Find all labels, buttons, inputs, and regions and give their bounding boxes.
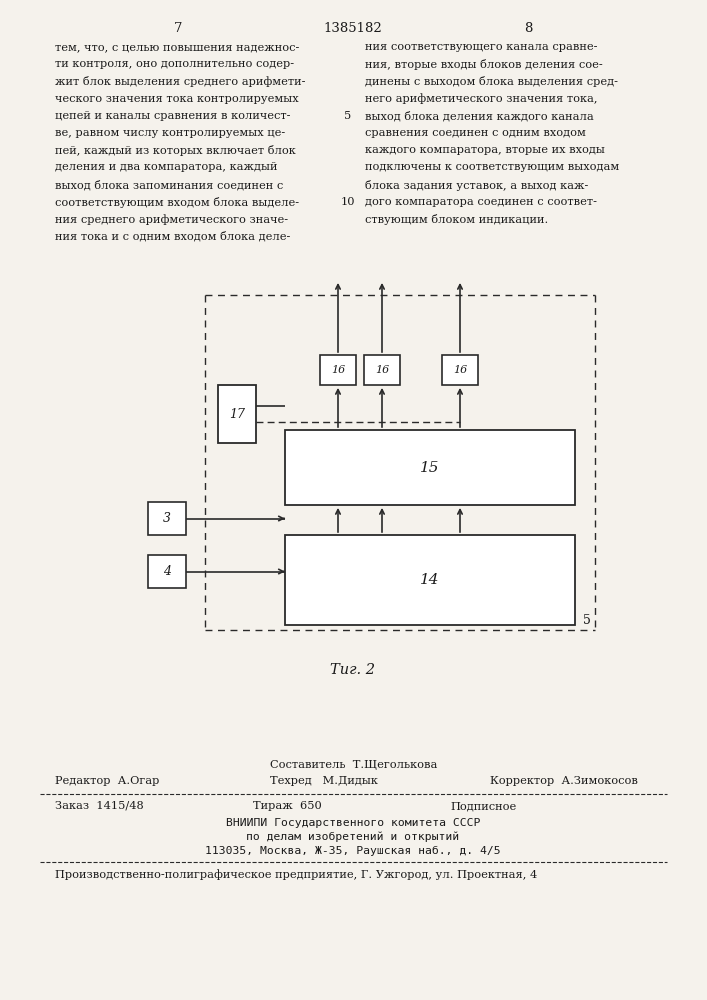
Text: Техред   М.Дидык: Техред М.Дидык: [270, 776, 378, 786]
Text: 14: 14: [420, 573, 440, 587]
Text: Корректор  А.Зимокосов: Корректор А.Зимокосов: [490, 776, 638, 786]
Text: Τиг. 2: Τиг. 2: [330, 663, 375, 677]
Text: Составитель  Т.Щеголькова: Составитель Т.Щеголькова: [270, 760, 438, 770]
Text: 8: 8: [524, 22, 532, 35]
Text: ния, вторые входы блоков деления сое-: ния, вторые входы блоков деления сое-: [365, 59, 603, 70]
Text: 113035, Москва, Ж-35, Раушская наб., д. 4/5: 113035, Москва, Ж-35, Раушская наб., д. …: [205, 846, 501, 856]
Text: 4: 4: [163, 565, 171, 578]
Text: цепей и каналы сравнения в количест-: цепей и каналы сравнения в количест-: [55, 111, 291, 121]
Text: 5: 5: [583, 614, 591, 627]
Text: 17: 17: [229, 408, 245, 420]
Text: Производственно-полиграфическое предприятие, Г. Ужгород, ул. Проектная, 4: Производственно-полиграфическое предприя…: [55, 869, 537, 880]
Text: 3: 3: [163, 512, 171, 525]
Text: жит блок выделения среднего арифмети-: жит блок выделения среднего арифмети-: [55, 76, 305, 87]
Text: ствующим блоком индикации.: ствующим блоком индикации.: [365, 214, 548, 225]
Text: Редактор  А.Огар: Редактор А.Огар: [55, 776, 159, 786]
Text: ве, равном числу контролируемых це-: ве, равном числу контролируемых це-: [55, 128, 285, 138]
Text: деления и два компаратора, каждый: деления и два компаратора, каждый: [55, 162, 278, 172]
Text: 7: 7: [174, 22, 182, 35]
Text: подключены к соответствующим выходам: подключены к соответствующим выходам: [365, 162, 619, 172]
Bar: [148, 502, 186, 535]
Text: него арифметического значения тока,: него арифметического значения тока,: [365, 94, 597, 104]
Text: 1385182: 1385182: [324, 22, 382, 35]
Text: 5: 5: [344, 111, 351, 121]
Text: ния среднего арифметического значе-: ния среднего арифметического значе-: [55, 214, 288, 225]
Text: каждого компаратора, вторые их входы: каждого компаратора, вторые их входы: [365, 145, 605, 155]
Text: Заказ  1415/48: Заказ 1415/48: [55, 801, 144, 811]
Text: ния тока и с одним входом блока деле-: ния тока и с одним входом блока деле-: [55, 231, 291, 242]
Text: дого компаратора соединен с соответ-: дого компаратора соединен с соответ-: [365, 197, 597, 207]
Text: тем, что, с целью повышения надежнос-: тем, что, с целью повышения надежнос-: [55, 42, 299, 52]
Text: 15: 15: [420, 460, 440, 475]
Text: 16: 16: [375, 365, 389, 375]
Text: ти контроля, оно дополнительно содер-: ти контроля, оно дополнительно содер-: [55, 59, 294, 69]
Text: сравнения соединен с одним входом: сравнения соединен с одним входом: [365, 128, 586, 138]
Text: ческого значения тока контролируемых: ческого значения тока контролируемых: [55, 94, 298, 104]
Text: 16: 16: [453, 365, 467, 375]
Text: выход блока запоминания соединен с: выход блока запоминания соединен с: [55, 180, 284, 190]
Text: по делам изобретений и открытий: по делам изобретений и открытий: [247, 832, 460, 842]
Text: Подписное: Подписное: [450, 801, 516, 811]
Text: соответствующим входом блока выделе-: соответствующим входом блока выделе-: [55, 197, 299, 208]
Text: Тираж  650: Тираж 650: [253, 801, 322, 811]
Text: динены с выходом блока выделения сред-: динены с выходом блока выделения сред-: [365, 76, 618, 87]
Text: блока задания уставок, а выход каж-: блока задания уставок, а выход каж-: [365, 180, 588, 191]
Bar: [364, 355, 400, 385]
Text: 10: 10: [341, 197, 355, 207]
Bar: [148, 555, 186, 588]
Bar: [442, 355, 478, 385]
Text: ния соответствующего канала сравне-: ния соответствующего канала сравне-: [365, 42, 597, 52]
Text: ВНИИПИ Государственного комитета СССР: ВНИИПИ Государственного комитета СССР: [226, 818, 480, 828]
Bar: [285, 535, 575, 625]
Bar: [320, 355, 356, 385]
Bar: [218, 385, 256, 443]
Text: 16: 16: [331, 365, 345, 375]
Text: выход блока деления каждого канала: выход блока деления каждого канала: [365, 111, 594, 121]
Bar: [285, 430, 575, 505]
Text: пей, каждый из которых включает блок: пей, каждый из которых включает блок: [55, 145, 296, 156]
